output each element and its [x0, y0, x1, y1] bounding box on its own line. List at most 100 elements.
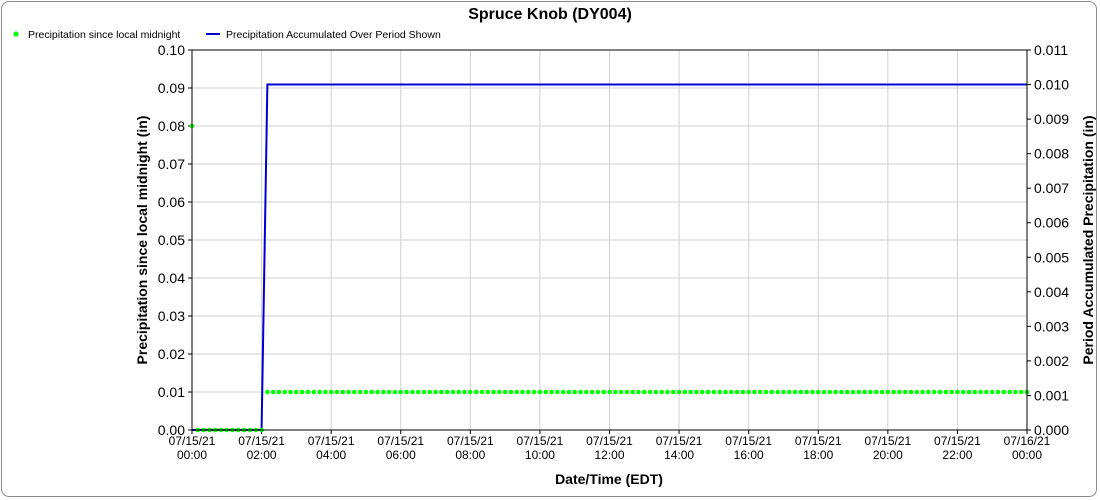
since-midnight-point — [931, 389, 937, 395]
since-midnight-point — [282, 389, 288, 395]
since-midnight-point — [468, 389, 473, 395]
y-axis-left-label: Precipitation since local midnight (in) — [134, 116, 150, 365]
y-right-tick-label: 0.011 — [1034, 42, 1068, 58]
chart-title: Spruce Knob (DY004) — [468, 6, 632, 23]
since-midnight-point — [1013, 389, 1018, 395]
x-tick-label-time: 06:00 — [386, 448, 416, 462]
since-midnight-point — [560, 389, 566, 395]
since-midnight-point — [404, 389, 409, 395]
since-midnight-point — [595, 389, 601, 395]
plot-border — [191, 49, 1028, 431]
since-midnight-point — [728, 389, 734, 395]
x-tick-label-date: 07/15/21 — [517, 434, 564, 448]
since-midnight-point — [433, 389, 438, 395]
since-midnight-point — [873, 389, 879, 395]
since-midnight-point — [978, 389, 983, 395]
since-midnight-point — [520, 389, 525, 395]
since-midnight-point — [415, 389, 421, 395]
x-tick-label-time: 22:00 — [942, 448, 972, 462]
x-tick-label-date: 07/15/21 — [586, 434, 633, 448]
since-midnight-point — [572, 389, 578, 395]
legend-label-since-midnight: Precipitation since local midnight — [28, 29, 180, 41]
since-midnight-point — [392, 389, 398, 395]
since-midnight-point — [839, 389, 844, 395]
since-midnight-point — [937, 389, 943, 395]
since-midnight-point — [705, 389, 711, 395]
since-midnight-point — [375, 389, 380, 395]
x-tick-label-time: 12:00 — [594, 448, 624, 462]
since-midnight-point — [311, 389, 317, 395]
since-midnight-point — [786, 389, 792, 395]
y-right-tick-label: 0.009 — [1034, 111, 1069, 127]
since-midnight-point — [711, 389, 717, 395]
y-left-tick-label: 0.09 — [158, 80, 185, 96]
since-midnight-point — [584, 389, 589, 395]
since-midnight-point — [995, 389, 1001, 395]
x-tick-label-date: 07/15/21 — [377, 434, 424, 448]
since-midnight-point — [960, 389, 966, 395]
legend-label-accumulated: Precipitation Accumulated Over Period Sh… — [226, 29, 441, 41]
since-midnight-point — [323, 389, 328, 395]
since-midnight-point — [676, 389, 682, 395]
since-midnight-point — [514, 389, 520, 395]
since-midnight-point — [926, 389, 931, 395]
since-midnight-point — [757, 389, 763, 395]
since-midnight-point — [607, 389, 612, 395]
since-midnight-point — [984, 389, 989, 395]
y-right-tick-label: 0.010 — [1034, 77, 1069, 93]
since-midnight-point — [357, 389, 363, 395]
y-left-tick-label: 0.01 — [158, 384, 185, 400]
since-midnight-point — [497, 389, 502, 395]
since-midnight-point — [949, 389, 954, 395]
y-right-tick-label: 0.006 — [1034, 215, 1069, 231]
y-left-tick-label: 0.00 — [158, 422, 185, 438]
since-midnight-point — [427, 389, 433, 395]
y-right-tick-label: 0.000 — [1034, 422, 1069, 438]
since-midnight-point — [734, 389, 740, 395]
since-midnight-point — [369, 389, 375, 395]
since-midnight-point — [641, 389, 647, 395]
since-midnight-point — [328, 389, 334, 395]
since-midnight-point — [723, 389, 728, 395]
y-left-tick-label: 0.04 — [158, 270, 185, 286]
since-midnight-point — [682, 389, 688, 395]
x-tick-label-time: 00:00 — [1012, 448, 1042, 462]
since-midnight-point — [989, 389, 995, 395]
since-midnight-point — [966, 389, 972, 395]
since-midnight-point — [381, 389, 386, 395]
since-midnight-point — [549, 389, 554, 395]
since-midnight-point — [340, 389, 346, 395]
x-axis-label: Date/Time (EDT) — [555, 471, 663, 487]
since-midnight-point — [775, 389, 780, 395]
since-midnight-point — [769, 389, 775, 395]
since-midnight-point — [276, 389, 282, 395]
since-midnight-point — [601, 389, 607, 395]
y-left-tick-label: 0.05 — [158, 232, 185, 248]
since-midnight-point — [618, 389, 624, 395]
since-midnight-point — [815, 389, 821, 395]
since-midnight-point — [473, 389, 479, 395]
since-midnight-point — [763, 389, 769, 395]
since-midnight-point — [410, 389, 415, 395]
x-tick-label-date: 07/15/21 — [864, 434, 911, 448]
since-midnight-point — [485, 389, 491, 395]
since-midnight-point — [792, 389, 798, 395]
since-midnight-point — [456, 389, 462, 395]
since-midnight-point — [659, 389, 664, 395]
x-tick-label-time: 16:00 — [734, 448, 764, 462]
since-midnight-point — [688, 389, 693, 395]
since-midnight-point — [363, 389, 369, 395]
since-midnight-point — [398, 389, 404, 395]
since-midnight-point — [891, 389, 896, 395]
since-midnight-point — [555, 389, 560, 395]
since-midnight-point — [334, 389, 340, 395]
since-midnight-point — [647, 389, 653, 395]
since-midnight-point — [833, 389, 838, 395]
x-tick-label-date: 07/15/21 — [308, 434, 355, 448]
since-midnight-point — [265, 389, 270, 395]
since-midnight-point — [699, 389, 705, 395]
since-midnight-point — [653, 389, 659, 395]
since-midnight-point — [531, 389, 537, 395]
since-midnight-point — [902, 389, 908, 395]
